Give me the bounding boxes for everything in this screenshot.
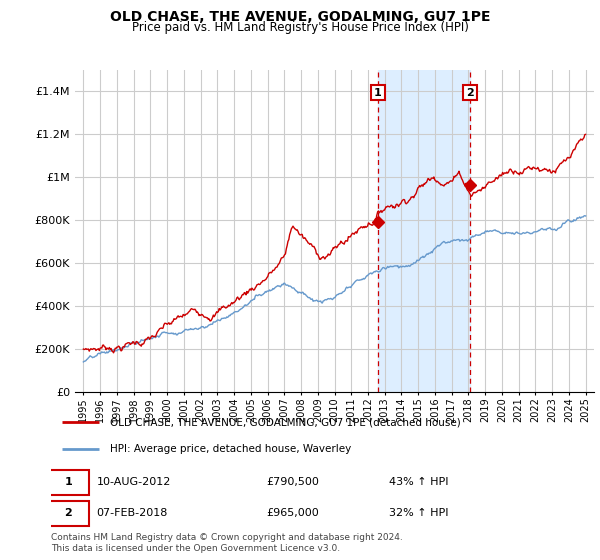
Text: 2: 2 — [466, 87, 474, 97]
Text: HPI: Average price, detached house, Waverley: HPI: Average price, detached house, Wave… — [110, 444, 352, 454]
Text: £965,000: £965,000 — [266, 508, 319, 518]
Bar — [378, 70, 470, 392]
Text: 32% ↑ HPI: 32% ↑ HPI — [389, 508, 449, 518]
Text: 10-AUG-2012: 10-AUG-2012 — [97, 477, 171, 487]
Text: £790,500: £790,500 — [266, 477, 319, 487]
FancyBboxPatch shape — [49, 470, 89, 494]
Text: Price paid vs. HM Land Registry's House Price Index (HPI): Price paid vs. HM Land Registry's House … — [131, 21, 469, 34]
Text: 1: 1 — [374, 87, 382, 97]
Text: 43% ↑ HPI: 43% ↑ HPI — [389, 477, 449, 487]
Text: Contains HM Land Registry data © Crown copyright and database right 2024.
This d: Contains HM Land Registry data © Crown c… — [51, 533, 403, 553]
Text: OLD CHASE, THE AVENUE, GODALMING, GU7 1PE (detached house): OLD CHASE, THE AVENUE, GODALMING, GU7 1P… — [110, 417, 461, 427]
Text: 07-FEB-2018: 07-FEB-2018 — [97, 508, 168, 518]
FancyBboxPatch shape — [49, 501, 89, 525]
Text: 1: 1 — [65, 477, 73, 487]
Text: OLD CHASE, THE AVENUE, GODALMING, GU7 1PE: OLD CHASE, THE AVENUE, GODALMING, GU7 1P… — [110, 10, 490, 24]
Text: 2: 2 — [65, 508, 73, 518]
